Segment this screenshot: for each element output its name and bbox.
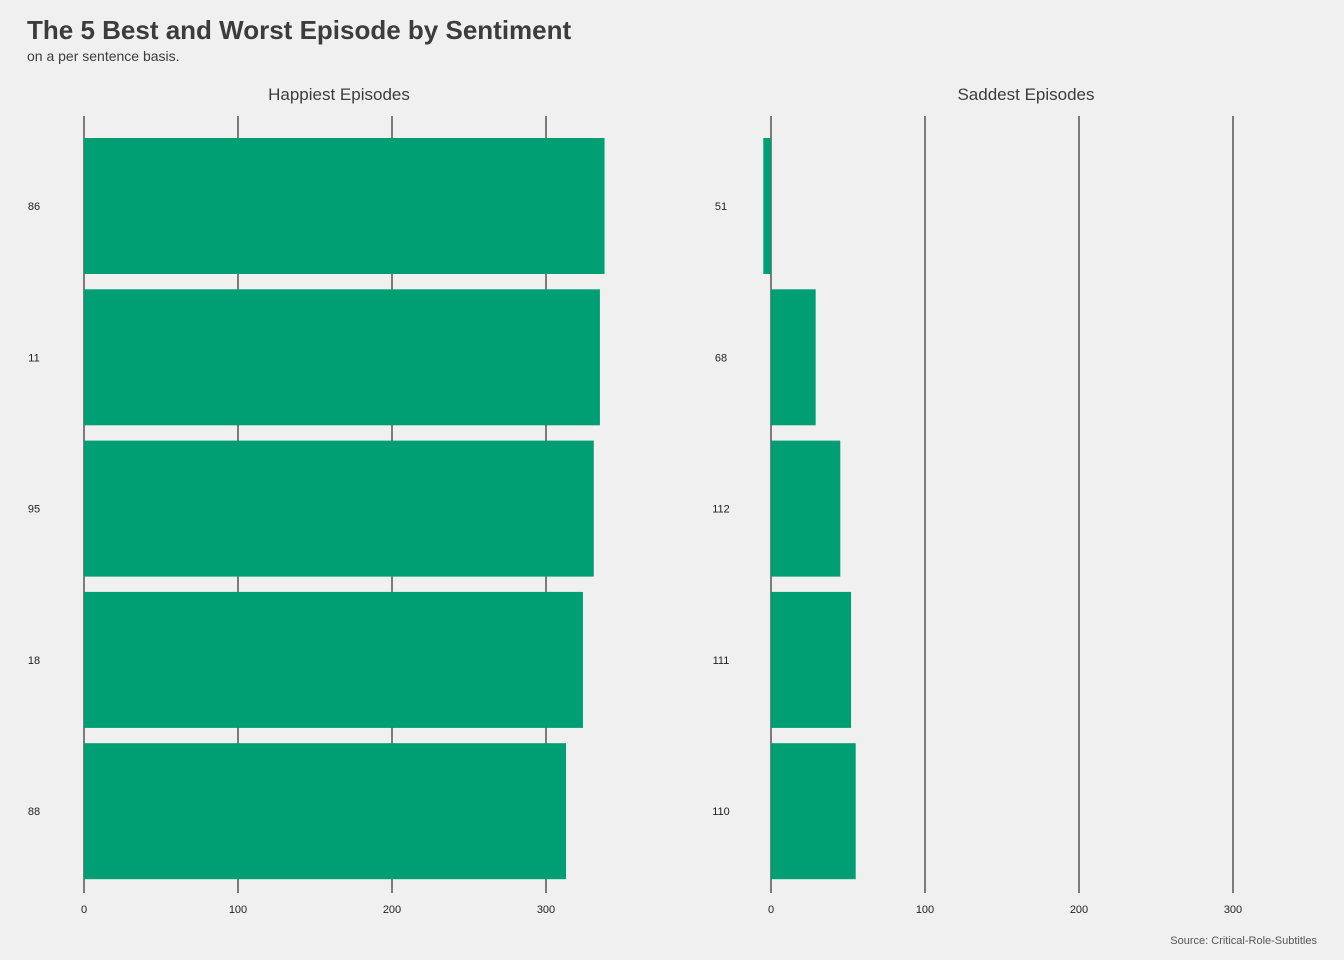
x-tick-label: 200 [383, 904, 401, 916]
x-tick-label: 300 [537, 904, 555, 916]
bar [84, 743, 567, 880]
chart-title: The 5 Best and Worst Episode by Sentimen… [27, 15, 572, 45]
source-caption: Source: Critical-Role-Subtitles [1170, 935, 1317, 947]
y-tick-label: 95 [28, 504, 40, 516]
x-tick-label: 100 [229, 904, 247, 916]
y-tick-label: 68 [715, 352, 727, 364]
y-tick-label: 88 [28, 806, 40, 818]
y-tick-label: 111 [713, 655, 730, 667]
x-tick-label: 200 [1070, 904, 1088, 916]
x-tick-label: 0 [768, 904, 774, 916]
y-tick-label: 86 [28, 201, 40, 213]
bar [763, 138, 771, 274]
x-tick-label: 300 [1224, 904, 1242, 916]
panel-title: Saddest Episodes [957, 85, 1094, 104]
bar [84, 440, 594, 577]
y-tick-label: 18 [28, 655, 40, 667]
chart-panel-2: Saddest Episodes 0 100 200 300 51 68 112 111 110 [712, 85, 1242, 916]
y-tick-label: 110 [712, 806, 730, 818]
chart-panel-1: Happiest Episodes 0 100 200 300 86 11 95 18 88 [28, 85, 605, 916]
x-tick-label: 100 [916, 904, 934, 916]
panel-title: Happiest Episodes [268, 85, 410, 104]
bar [771, 743, 856, 880]
y-tick-label: 11 [28, 352, 39, 364]
bar [84, 591, 583, 728]
chart-subtitle: on a per sentence basis. [27, 48, 180, 64]
bar [771, 440, 841, 577]
y-tick-label: 51 [715, 201, 727, 213]
bar [771, 289, 816, 426]
bar [84, 289, 600, 426]
bar [84, 138, 605, 274]
y-tick-label: 112 [712, 504, 730, 516]
bar [771, 591, 852, 728]
x-tick-label: 0 [81, 904, 87, 916]
